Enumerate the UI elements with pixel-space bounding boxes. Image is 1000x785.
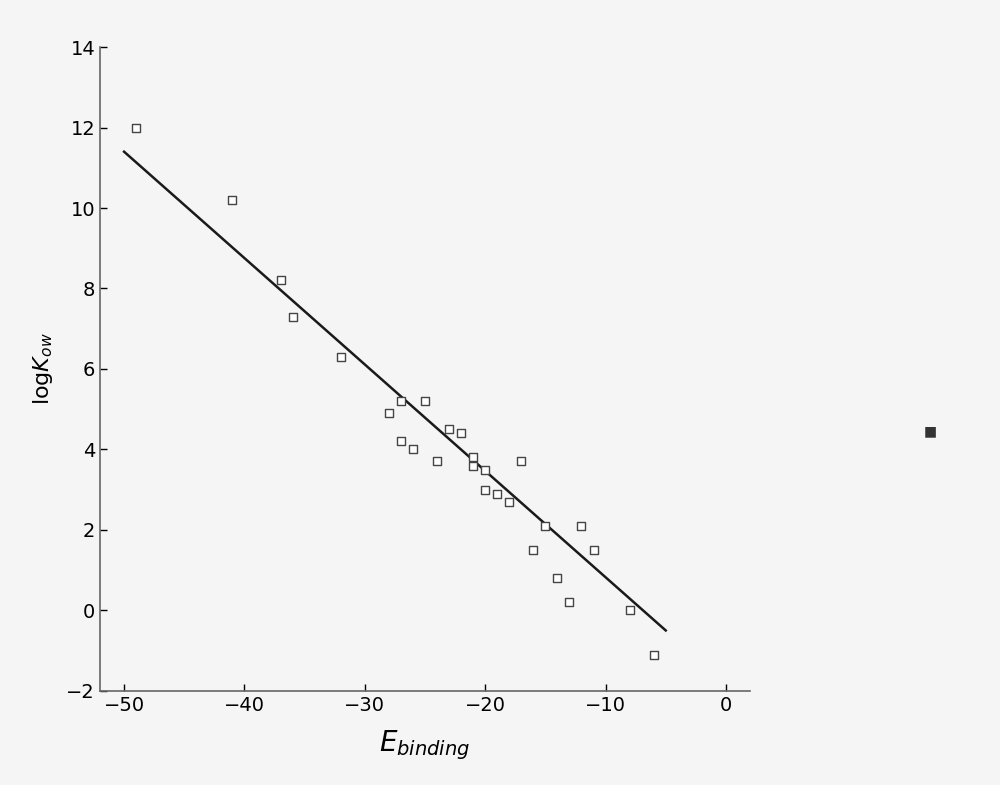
Point xyxy=(549,571,565,584)
Point xyxy=(646,648,662,661)
Point xyxy=(453,427,469,440)
Point xyxy=(429,455,445,468)
Y-axis label: $\mathrm{log}\mathit{K}_{ow}$: $\mathrm{log}\mathit{K}_{ow}$ xyxy=(31,333,55,405)
Point xyxy=(573,520,589,532)
Point xyxy=(489,487,505,500)
Point xyxy=(393,435,409,447)
Point xyxy=(381,407,397,419)
Point xyxy=(465,459,481,472)
Point xyxy=(273,274,289,287)
Text: ■: ■ xyxy=(923,425,937,439)
Point xyxy=(285,310,301,323)
Point xyxy=(224,194,240,206)
Point xyxy=(477,463,493,476)
Point xyxy=(561,596,577,608)
Point xyxy=(128,122,144,134)
Point xyxy=(525,544,541,557)
Point xyxy=(333,351,349,363)
Point xyxy=(513,455,529,468)
Point xyxy=(586,544,602,557)
Point xyxy=(405,443,421,455)
X-axis label: $\mathit{E}_{binding}$: $\mathit{E}_{binding}$ xyxy=(379,728,471,762)
Point xyxy=(441,423,457,436)
Point xyxy=(501,495,517,508)
Point xyxy=(622,604,638,617)
Point xyxy=(465,451,481,464)
Point xyxy=(417,395,433,407)
Point xyxy=(537,520,553,532)
Point xyxy=(393,395,409,407)
Point xyxy=(477,484,493,496)
